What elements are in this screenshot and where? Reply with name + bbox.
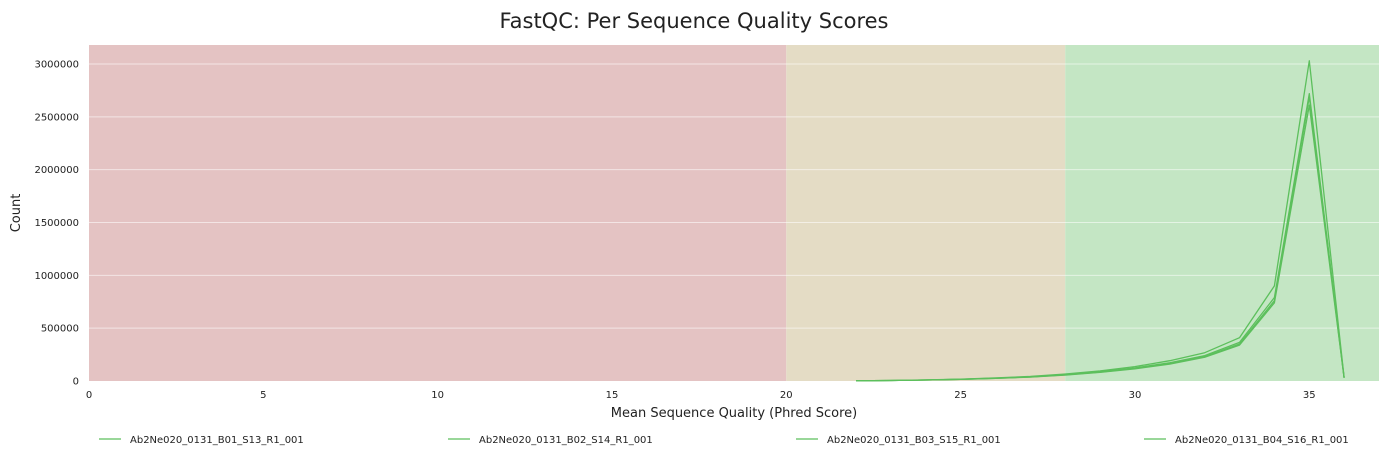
x-tick-label: 0 [86,390,92,401]
x-tick-label: 25 [954,390,967,401]
y-axis-ticks: 0 500000 1000000 1500000 2000000 2500000 30000… [34,60,79,388]
x-axis-label: Mean Sequence Quality (Phred Score) [611,406,857,421]
legend-item-2[interactable]: Ab2Ne020_0131_B02_S14_R1_001 [448,435,653,446]
legend-item-1[interactable]: Ab2Ne020_0131_B01_S13_R1_001 [99,435,304,446]
quality-band-2 [1065,45,1379,381]
legend-item-3[interactable]: Ab2Ne020_0131_B03_S15_R1_001 [796,435,1001,446]
series-lines [855,60,1345,382]
y-axis-label: Count [9,194,24,233]
x-tick-label: 10 [431,390,444,401]
legend-label: Ab2Ne020_0131_B03_S15_R1_001 [827,435,1001,446]
legend-label: Ab2Ne020_0131_B02_S14_R1_001 [479,435,653,446]
quality-band-1 [786,45,1066,381]
legend-item-4[interactable]: Ab2Ne020_0131_B04_S16_R1_001 [1144,435,1349,446]
x-tick-label: 35 [1303,390,1316,401]
y-tick-label: 3000000 [34,60,79,71]
series-line-4 [855,92,1345,382]
y-tick-label: 1500000 [34,218,79,229]
quality-bands [89,45,1379,381]
y-tick-label: 500000 [41,324,79,335]
legend-label: Ab2Ne020_0131_B01_S13_R1_001 [130,435,304,446]
x-tick-label: 5 [260,390,266,401]
y-tick-label: 1000000 [34,271,79,282]
x-tick-label: 30 [1129,390,1142,401]
grid-lines [89,63,1379,329]
legend: Ab2Ne020_0131_B01_S13_R1_001 Ab2Ne020_013… [99,435,1349,446]
x-tick-label: 15 [606,390,619,401]
legend-label: Ab2Ne020_0131_B04_S16_R1_001 [1175,435,1349,446]
y-tick-label: 0 [73,377,79,388]
quality-band-0 [89,45,787,381]
y-tick-label: 2000000 [34,165,79,176]
y-tick-label: 2500000 [34,112,79,123]
x-tick-label: 20 [780,390,793,401]
chart-title: FastQC: Per Sequence Quality Scores [499,9,888,33]
x-axis-ticks: 0 5 10 15 20 25 30 35 [86,390,1316,401]
